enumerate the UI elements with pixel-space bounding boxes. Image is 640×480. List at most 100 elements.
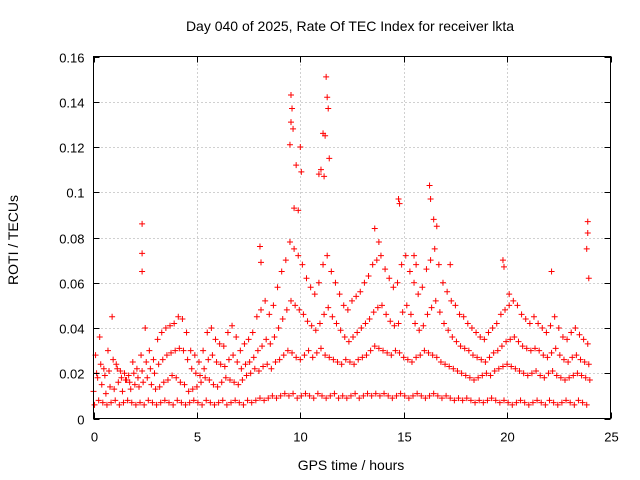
data-point xyxy=(326,155,333,162)
data-point xyxy=(584,218,591,225)
data-point xyxy=(394,279,401,286)
data-point xyxy=(430,390,437,397)
data-point xyxy=(200,347,207,354)
data-point xyxy=(439,279,446,286)
data-point xyxy=(575,397,582,404)
data-point xyxy=(307,284,314,291)
x-tick-label: 15 xyxy=(397,430,411,445)
data-point xyxy=(215,399,222,406)
data-point xyxy=(525,401,532,408)
data-point xyxy=(334,358,341,365)
data-point xyxy=(286,239,293,246)
data-point xyxy=(138,352,145,359)
data-point xyxy=(550,399,557,406)
data-point xyxy=(563,397,570,404)
x-tick-label: 10 xyxy=(293,430,307,445)
data-point xyxy=(460,313,467,320)
data-point xyxy=(164,377,171,384)
data-point xyxy=(96,334,103,341)
data-point xyxy=(188,365,195,372)
data-point xyxy=(128,399,135,406)
x-tick-label: 5 xyxy=(194,430,201,445)
data-points xyxy=(90,73,593,408)
data-point xyxy=(198,379,205,386)
data-point xyxy=(518,311,525,318)
data-point xyxy=(368,392,375,399)
data-point xyxy=(352,390,359,397)
data-point xyxy=(119,388,126,395)
data-point xyxy=(255,367,262,374)
data-point xyxy=(582,374,589,381)
data-point xyxy=(291,245,298,252)
data-point xyxy=(147,365,154,372)
data-point xyxy=(120,399,127,406)
data-point xyxy=(472,399,479,406)
data-point xyxy=(159,356,166,363)
data-point xyxy=(427,196,434,203)
data-point xyxy=(282,257,289,264)
data-point xyxy=(139,268,146,275)
data-point xyxy=(452,302,459,309)
data-point xyxy=(586,377,593,384)
data-point xyxy=(249,329,256,336)
data-point xyxy=(239,377,246,384)
data-point xyxy=(246,358,253,365)
data-point xyxy=(366,315,373,322)
data-point xyxy=(536,347,543,354)
data-point xyxy=(471,377,478,384)
data-point xyxy=(462,372,469,379)
data-point xyxy=(337,327,344,334)
data-point xyxy=(212,336,219,343)
data-point xyxy=(365,272,372,279)
data-point xyxy=(555,325,562,331)
data-point xyxy=(99,399,106,406)
data-point xyxy=(579,399,586,406)
data-point xyxy=(236,399,243,406)
data-point xyxy=(167,322,174,329)
data-point xyxy=(181,381,188,388)
data-point xyxy=(295,207,302,214)
data-point xyxy=(398,261,405,268)
data-point xyxy=(162,325,169,331)
data-point xyxy=(370,309,377,316)
data-point xyxy=(496,399,503,406)
data-point xyxy=(404,356,411,363)
data-point xyxy=(295,252,302,259)
data-point xyxy=(325,304,332,311)
data-point xyxy=(411,252,418,259)
data-point xyxy=(94,374,101,381)
data-point xyxy=(317,345,324,352)
data-point xyxy=(421,347,428,354)
data-point xyxy=(491,367,498,374)
data-point xyxy=(362,320,369,327)
data-point xyxy=(428,304,435,311)
data-point xyxy=(493,320,500,327)
data-point xyxy=(311,291,318,298)
data-point xyxy=(139,367,146,374)
data-point xyxy=(140,379,147,386)
data-point xyxy=(290,390,297,397)
data-point xyxy=(218,379,225,386)
data-point xyxy=(499,257,506,264)
data-point xyxy=(325,105,332,112)
data-point xyxy=(243,372,250,379)
data-point xyxy=(277,392,284,399)
data-point xyxy=(297,144,304,150)
data-point xyxy=(330,356,337,363)
data-point xyxy=(481,336,488,343)
data-point xyxy=(160,379,167,386)
data-point xyxy=(129,358,136,365)
data-point xyxy=(263,336,270,343)
data-point xyxy=(132,401,139,408)
data-point xyxy=(442,361,449,368)
data-point xyxy=(406,268,413,275)
x-tick-label: 20 xyxy=(500,430,514,445)
data-point xyxy=(447,395,454,402)
data-point xyxy=(520,370,527,377)
data-point xyxy=(475,374,482,381)
data-point xyxy=(126,379,133,386)
data-point xyxy=(276,356,283,363)
data-point xyxy=(554,401,561,408)
data-point xyxy=(289,105,296,112)
data-point xyxy=(467,397,474,404)
